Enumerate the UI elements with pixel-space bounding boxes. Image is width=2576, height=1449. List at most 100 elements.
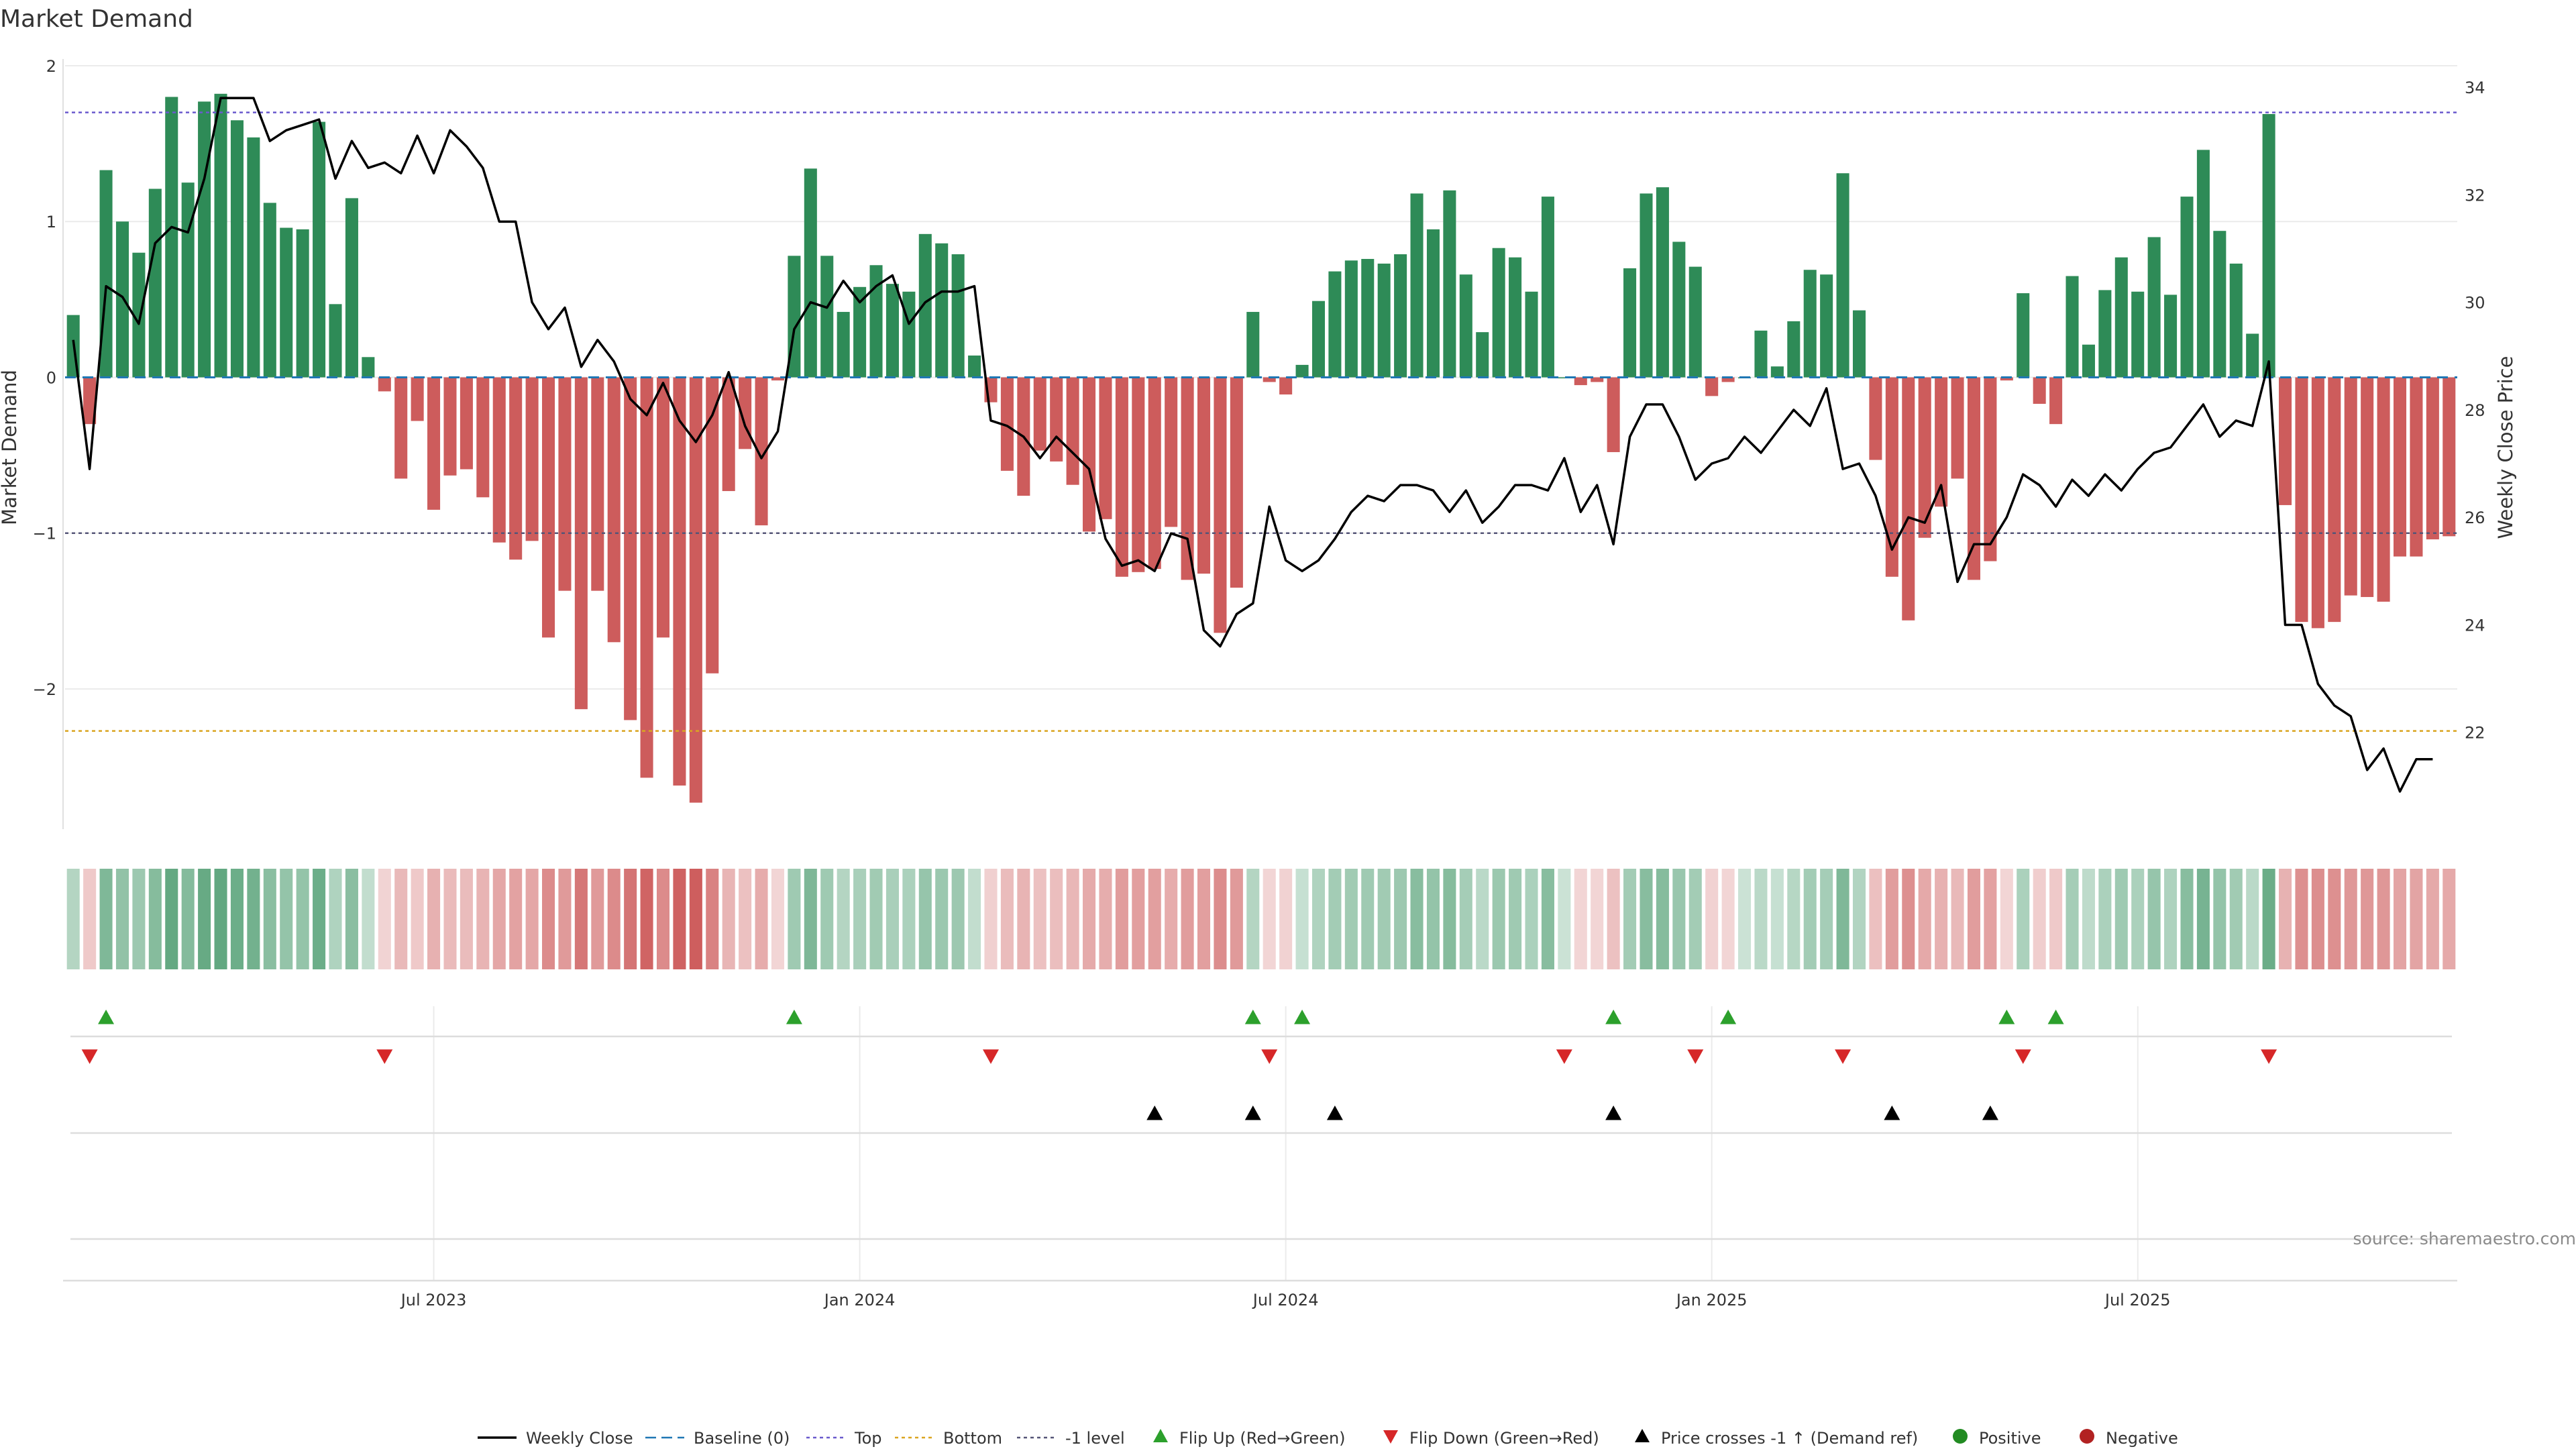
demand-bar <box>115 221 129 378</box>
heat-cell <box>2377 869 2390 969</box>
demand-bar <box>1721 377 1735 382</box>
flip-up-marker <box>1294 1010 1311 1024</box>
y-left-tick-label: 1 <box>46 213 56 231</box>
demand-bar <box>673 377 686 786</box>
flip-up-marker <box>1720 1010 1737 1024</box>
heat-cell <box>1476 869 1489 969</box>
demand-bar <box>1066 377 1079 485</box>
demand-bar <box>1295 364 1309 378</box>
demand-bar <box>1656 187 1669 378</box>
demand-bar <box>1344 260 1358 378</box>
demand-bar <box>1328 271 1342 378</box>
price-cross-marker <box>1605 1106 1622 1120</box>
heat-cell <box>1836 869 1849 969</box>
demand-bar <box>443 377 457 476</box>
heat-cell <box>1492 869 1505 969</box>
demand-bar <box>394 377 408 479</box>
demand-bar <box>1869 377 1882 460</box>
heat-cell <box>165 869 178 969</box>
heat-cell <box>706 869 719 969</box>
demand-bar <box>968 355 981 378</box>
demand-bar <box>1803 270 1817 378</box>
heat-cell <box>411 869 424 969</box>
heat-cell <box>2098 869 2112 969</box>
heat-cell <box>509 869 523 969</box>
demand-bar <box>1852 310 1866 378</box>
demand-bar <box>1541 197 1554 378</box>
demand-bar <box>362 357 375 378</box>
heat-cell <box>1099 869 1112 969</box>
heat-cell <box>607 869 621 969</box>
heat-cell <box>1459 869 1472 969</box>
demand-bar <box>329 304 342 378</box>
demand-bar <box>1935 377 1948 507</box>
demand-bar <box>1492 248 1505 378</box>
legend-swatch <box>1153 1429 1168 1442</box>
y-right-tick-label: 30 <box>2465 294 2485 313</box>
demand-bar <box>837 311 850 378</box>
demand-bar <box>1443 190 1456 378</box>
heat-cell <box>1852 869 1866 969</box>
heat-cell <box>2033 869 2046 969</box>
demand-bar <box>2426 377 2439 540</box>
demand-bar <box>1115 377 1128 577</box>
demand-bar <box>755 377 768 526</box>
heat-cell <box>869 869 883 969</box>
demand-bar <box>2295 377 2308 623</box>
legend-swatch <box>1953 1429 1968 1444</box>
heat-cell <box>1311 869 1326 969</box>
heat-cell <box>132 869 146 969</box>
flip-up-marker <box>98 1010 115 1024</box>
y-left-tick-label: 0 <box>46 368 56 387</box>
heat-cell <box>2147 869 2161 969</box>
demand-bar <box>1509 257 1522 378</box>
heat-cell <box>1820 869 1833 969</box>
flip-up-marker <box>1244 1010 1261 1024</box>
heat-cell <box>918 869 932 969</box>
demand-bar <box>132 252 146 378</box>
y-left-axis-label: Market Demand <box>0 370 21 525</box>
demand-bar <box>1688 266 1702 378</box>
legend-label: -1 level <box>1065 1429 1125 1448</box>
heat-cell <box>591 869 604 969</box>
flip-up-marker <box>2047 1010 2064 1024</box>
demand-bar <box>1197 377 1211 574</box>
demand-bar <box>1476 332 1489 378</box>
demand-bar <box>1050 377 1063 462</box>
heat-cell <box>1738 869 1752 969</box>
heat-cell <box>1770 869 1784 969</box>
heat-cell <box>2393 869 2407 969</box>
demand-bar <box>1984 377 1997 561</box>
demand-bar <box>1754 330 1768 378</box>
heat-cell <box>968 869 981 969</box>
demand-bar <box>689 377 702 803</box>
demand-bar <box>1607 377 1620 452</box>
legend-label: Price crosses -1 ↑ (Demand ref) <box>1661 1429 1918 1448</box>
heat-cell <box>558 869 572 969</box>
legend: Weekly Close Baseline (0) Top Bottom -1 leve… <box>478 1429 2178 1448</box>
y-right-tick-label: 34 <box>2465 78 2485 97</box>
demand-bar <box>591 377 604 591</box>
heat-cell <box>1083 869 1096 969</box>
heat-cell <box>2049 869 2063 969</box>
heat-cell <box>198 869 211 969</box>
heat-cell <box>755 869 768 969</box>
demand-bar <box>1459 274 1472 378</box>
demand-bar <box>2065 276 2079 378</box>
heat-cell <box>2311 869 2324 969</box>
y-left-tick-label: −2 <box>33 680 56 699</box>
demand-bar <box>165 97 178 378</box>
heat-cell <box>885 869 899 969</box>
demand-bar <box>2410 377 2423 557</box>
heat-cell <box>1688 869 1702 969</box>
demand-bar <box>2114 257 2128 378</box>
demand-bar <box>1591 377 1604 382</box>
heat-cell <box>1410 869 1424 969</box>
demand-bar <box>2393 377 2407 557</box>
flip-down-marker <box>2261 1049 2277 1064</box>
price-cross-marker <box>1982 1106 1998 1120</box>
heat-cell <box>2229 869 2243 969</box>
demand-bar <box>640 377 653 778</box>
